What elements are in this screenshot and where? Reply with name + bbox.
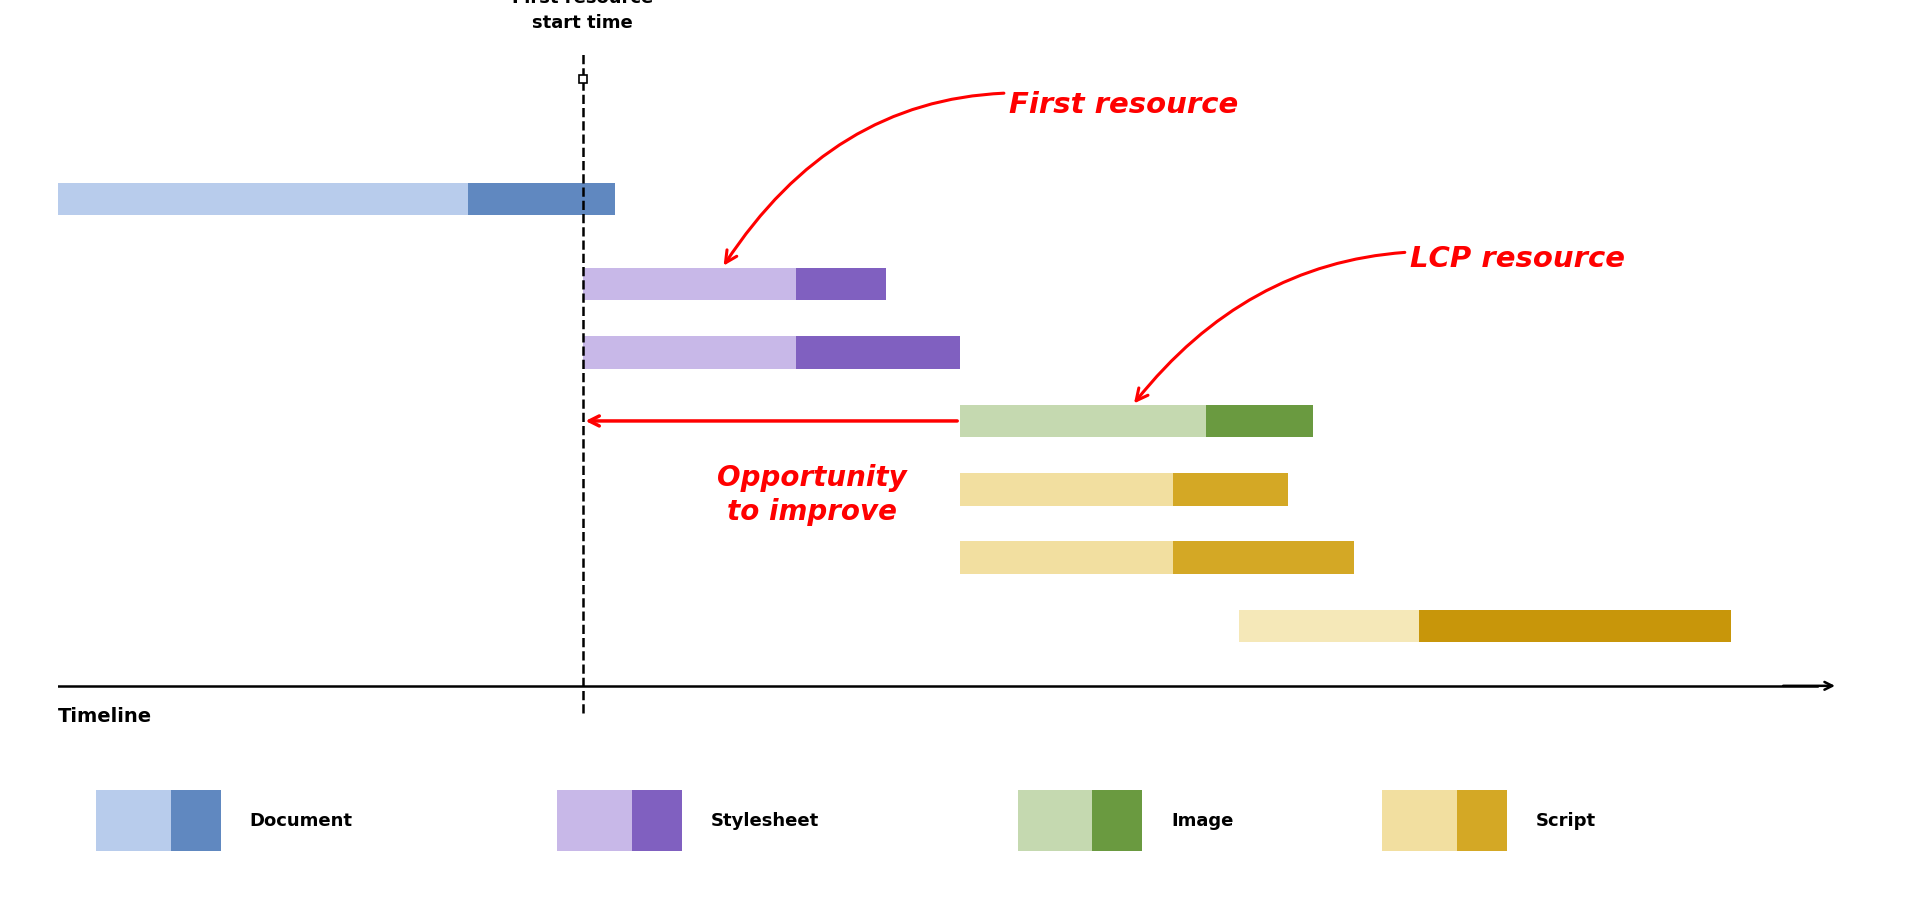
Bar [96, 790, 171, 851]
Bar [1173, 542, 1354, 574]
Bar [1206, 405, 1313, 437]
Text: Stylesheet: Stylesheet [710, 812, 818, 830]
Text: Opportunity
to improve: Opportunity to improve [718, 464, 908, 526]
Bar [171, 790, 221, 851]
Bar [632, 790, 682, 851]
Text: First resource: First resource [726, 92, 1238, 263]
Text: LCP resource: LCP resource [1137, 245, 1626, 400]
Bar [797, 268, 887, 301]
Bar [468, 183, 616, 215]
Bar [582, 337, 797, 369]
Bar [1382, 790, 1457, 851]
Text: Timeline: Timeline [58, 707, 152, 726]
Bar [960, 542, 1173, 574]
Bar [1457, 790, 1507, 851]
Bar [1018, 790, 1092, 851]
Text: Image: Image [1171, 812, 1233, 830]
Bar [1173, 473, 1288, 506]
Text: Document: Document [250, 812, 353, 830]
Bar [557, 790, 632, 851]
Bar [58, 183, 468, 215]
Bar [797, 337, 960, 369]
Text: First resource
start time: First resource start time [513, 0, 653, 32]
Bar [960, 473, 1173, 506]
Text: Script: Script [1536, 812, 1596, 830]
Bar [1419, 610, 1732, 643]
Bar [1238, 610, 1419, 643]
Bar [960, 405, 1206, 437]
Bar [1092, 790, 1142, 851]
Bar [582, 268, 797, 301]
